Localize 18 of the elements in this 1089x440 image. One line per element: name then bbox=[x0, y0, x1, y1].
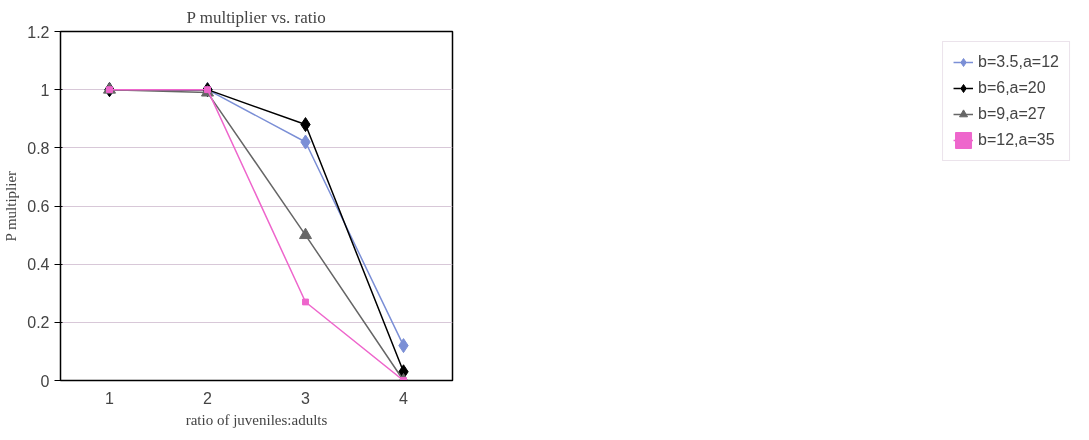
x-tick-label: 4 bbox=[399, 389, 409, 407]
y-tick-label: 0.4 bbox=[27, 256, 50, 274]
legend-label: b=6,a=20 bbox=[978, 79, 1046, 97]
y-tick-label: 0.8 bbox=[27, 139, 50, 157]
y-axis-title: P multiplier bbox=[3, 170, 20, 242]
y-tick-label: 0.6 bbox=[27, 198, 50, 215]
y-tick-label: 1 bbox=[40, 81, 50, 99]
legend-label: b=9,a=27 bbox=[978, 105, 1046, 123]
legend-label: b=12,a=35 bbox=[978, 131, 1055, 149]
y-tick-label: 0.2 bbox=[27, 314, 50, 332]
legend-label: b=3.5,a=12 bbox=[978, 53, 1059, 71]
y-tick-label: 0 bbox=[40, 372, 50, 390]
x-axis-title: ratio of juveniles:adults bbox=[185, 411, 328, 428]
y-tick-label: 1.2 bbox=[27, 23, 50, 41]
chart-title: P multiplier vs. ratio bbox=[186, 7, 326, 27]
x-tick-label: 3 bbox=[301, 389, 311, 407]
x-tick-label: 1 bbox=[105, 389, 115, 407]
x-tick-label: 2 bbox=[203, 389, 213, 407]
